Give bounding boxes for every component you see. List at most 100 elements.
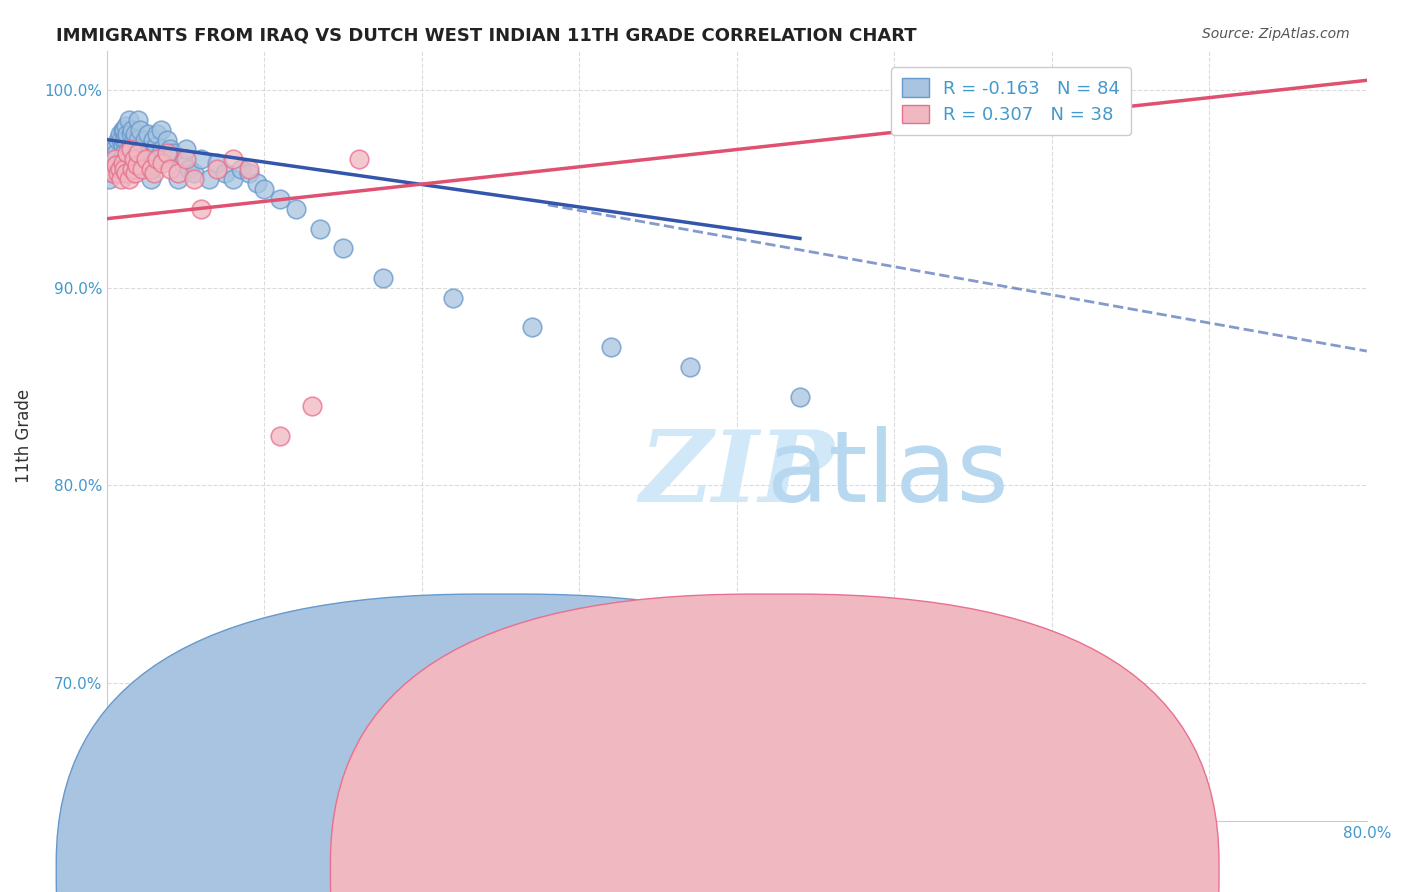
- Point: [112, 146, 135, 161]
- Point: [190, 202, 212, 216]
- Point: [118, 112, 141, 127]
- Point: [129, 122, 152, 136]
- Point: [121, 138, 143, 153]
- Point: [143, 166, 166, 180]
- Point: [97, 172, 120, 186]
- Point: [105, 146, 128, 161]
- Text: Source: ZipAtlas.com: Source: ZipAtlas.com: [1202, 27, 1350, 41]
- Point: [166, 166, 188, 180]
- Point: [107, 156, 129, 170]
- Point: [111, 156, 134, 170]
- Point: [332, 241, 354, 255]
- Point: [146, 153, 169, 167]
- Point: [131, 143, 153, 157]
- Point: [156, 133, 179, 147]
- Point: [205, 156, 228, 170]
- Point: [159, 162, 181, 177]
- Point: [118, 172, 141, 186]
- Point: [127, 133, 149, 147]
- Point: [115, 119, 138, 133]
- Point: [108, 127, 131, 141]
- Point: [111, 138, 134, 153]
- Point: [149, 122, 172, 136]
- Point: [117, 127, 139, 141]
- Point: [132, 146, 155, 161]
- Point: [679, 359, 702, 374]
- Point: [253, 182, 276, 196]
- Point: [124, 153, 146, 167]
- Point: [120, 166, 142, 180]
- Point: [120, 127, 142, 141]
- Point: [111, 153, 134, 167]
- Point: [145, 138, 167, 153]
- Point: [107, 133, 129, 147]
- Point: [205, 162, 228, 177]
- Point: [135, 153, 157, 167]
- Point: [269, 192, 291, 206]
- Point: [98, 162, 121, 177]
- Point: [122, 153, 145, 167]
- Point: [108, 162, 131, 177]
- Point: [441, 291, 464, 305]
- Point: [789, 390, 811, 404]
- Point: [121, 122, 143, 136]
- Point: [108, 162, 131, 177]
- Point: [107, 166, 129, 180]
- Point: [105, 138, 128, 153]
- Point: [138, 162, 160, 177]
- Point: [214, 166, 236, 180]
- Text: Dutch West Indians: Dutch West Indians: [769, 857, 918, 872]
- Point: [143, 158, 166, 172]
- Point: [222, 153, 245, 167]
- Text: Immigrants from Iraq: Immigrants from Iraq: [481, 857, 644, 872]
- Point: [131, 162, 153, 177]
- Point: [125, 143, 148, 157]
- Point: [177, 162, 200, 177]
- Point: [104, 143, 127, 157]
- Point: [301, 400, 323, 414]
- Point: [124, 166, 146, 180]
- Point: [120, 143, 142, 157]
- Point: [284, 202, 307, 216]
- Point: [134, 133, 156, 147]
- Point: [371, 271, 394, 285]
- Point: [136, 127, 159, 141]
- Point: [117, 146, 139, 161]
- Point: [162, 146, 184, 161]
- Point: [159, 143, 181, 157]
- Point: [103, 166, 125, 180]
- Point: [110, 172, 132, 186]
- Point: [183, 172, 205, 186]
- Point: [198, 172, 221, 186]
- Point: [142, 133, 165, 147]
- Point: [238, 166, 260, 180]
- Point: [120, 153, 142, 167]
- Point: [122, 162, 145, 177]
- Point: [98, 162, 121, 177]
- Point: [150, 156, 173, 170]
- Point: [112, 122, 135, 136]
- Point: [104, 153, 127, 167]
- Point: [110, 133, 132, 147]
- Point: [110, 166, 132, 180]
- Y-axis label: 11th Grade: 11th Grade: [15, 389, 32, 483]
- Point: [269, 429, 291, 443]
- Point: [245, 176, 267, 190]
- Point: [135, 153, 157, 167]
- Point: [105, 158, 128, 172]
- Point: [172, 156, 194, 170]
- Point: [115, 133, 138, 147]
- Point: [139, 162, 162, 177]
- Point: [111, 122, 134, 136]
- Point: [150, 143, 173, 157]
- Point: [122, 133, 145, 147]
- Point: [411, 686, 433, 700]
- Legend: R = -0.163   N = 84, R = 0.307   N = 38: R = -0.163 N = 84, R = 0.307 N = 38: [891, 68, 1130, 135]
- Point: [100, 153, 122, 167]
- Point: [125, 158, 148, 172]
- Text: ZIP: ZIP: [640, 426, 834, 523]
- Point: [124, 127, 146, 141]
- Point: [238, 162, 260, 177]
- Point: [152, 153, 174, 167]
- Point: [308, 221, 330, 235]
